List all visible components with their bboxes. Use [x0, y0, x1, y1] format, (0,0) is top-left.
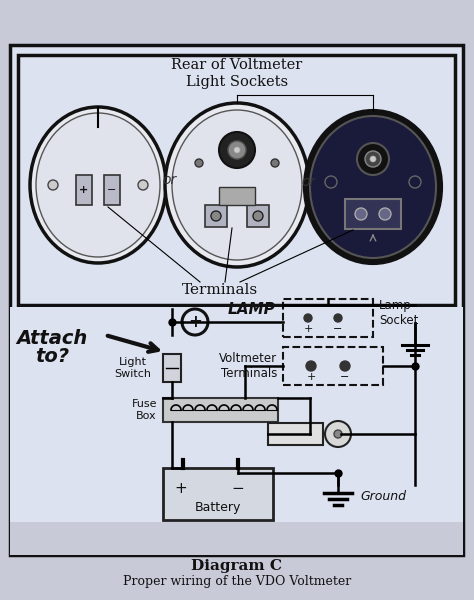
Text: +: + [188, 313, 202, 331]
Ellipse shape [165, 103, 309, 267]
Bar [10, 522, 463, 555]
Text: Attach: Attach [17, 329, 88, 347]
Text: to?: to? [35, 346, 69, 365]
Bar [163, 354, 181, 382]
Ellipse shape [36, 113, 160, 257]
Text: Battery: Battery [195, 500, 241, 514]
Text: Voltmeter
Terminals: Voltmeter Terminals [219, 352, 277, 380]
Text: or: or [162, 173, 176, 187]
Text: Fuse
Box: Fuse Box [131, 399, 157, 421]
Circle shape [234, 147, 240, 153]
Text: −: − [232, 481, 245, 496]
Ellipse shape [172, 110, 302, 260]
Circle shape [325, 421, 351, 447]
Ellipse shape [310, 116, 436, 258]
Text: +: + [306, 372, 316, 382]
Text: −: − [333, 324, 343, 334]
Circle shape [370, 156, 376, 162]
Text: +: + [174, 481, 187, 496]
Text: Ground: Ground [360, 490, 406, 503]
Text: −: − [340, 372, 350, 382]
Bar [219, 187, 255, 205]
Circle shape [219, 132, 255, 168]
Circle shape [334, 430, 342, 438]
Bar [76, 175, 92, 205]
Bar [163, 398, 278, 422]
Circle shape [325, 176, 337, 188]
Circle shape [409, 176, 421, 188]
Bar [18, 55, 455, 305]
Text: +: + [79, 185, 89, 195]
Text: LAMP: LAMP [228, 302, 276, 317]
Bar [345, 199, 401, 229]
Ellipse shape [305, 111, 441, 263]
Bar [205, 205, 227, 227]
Circle shape [306, 361, 316, 371]
Bar [104, 175, 120, 205]
Circle shape [48, 180, 58, 190]
Text: Proper wiring of the VDO Voltmeter: Proper wiring of the VDO Voltmeter [123, 575, 351, 589]
Text: Diagram C: Diagram C [191, 559, 283, 573]
Circle shape [138, 180, 148, 190]
Circle shape [355, 208, 367, 220]
Bar [10, 307, 463, 555]
Text: Light Sockets: Light Sockets [186, 75, 288, 89]
Circle shape [228, 141, 246, 159]
Circle shape [357, 143, 389, 175]
Ellipse shape [30, 107, 166, 263]
Text: +: + [303, 324, 313, 334]
Bar [10, 45, 463, 555]
Circle shape [365, 151, 381, 167]
Circle shape [211, 211, 221, 221]
Bar [247, 205, 269, 227]
Text: Terminals: Terminals [182, 283, 258, 297]
Text: Light
Switch: Light Switch [115, 357, 152, 379]
Text: Lamp
Socket: Lamp Socket [379, 299, 419, 327]
Bar [283, 299, 373, 337]
Circle shape [334, 314, 342, 322]
Text: Rear of Voltmeter: Rear of Voltmeter [172, 58, 302, 72]
Circle shape [271, 159, 279, 167]
Text: −: − [107, 185, 117, 195]
Bar [283, 347, 383, 385]
Circle shape [304, 314, 312, 322]
Circle shape [195, 159, 203, 167]
Circle shape [253, 211, 263, 221]
Circle shape [340, 361, 350, 371]
Bar [268, 423, 323, 445]
Text: or: or [301, 175, 315, 189]
Circle shape [379, 208, 391, 220]
Bar [163, 468, 273, 520]
